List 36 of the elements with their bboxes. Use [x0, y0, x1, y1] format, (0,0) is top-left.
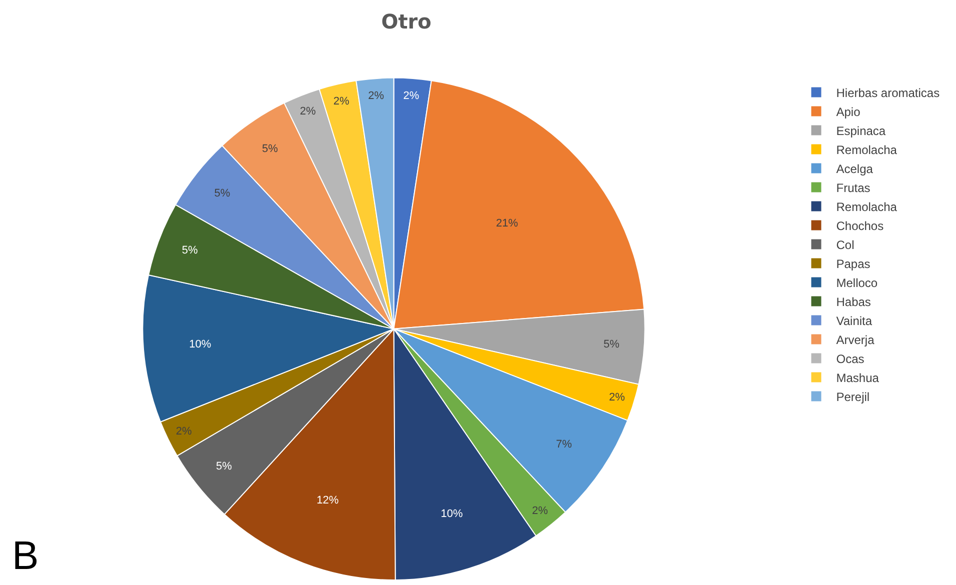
chart-title: Otro: [381, 10, 432, 34]
data-label: 12%: [316, 494, 339, 507]
legend-label: Col: [836, 238, 854, 252]
data-label: 2%: [403, 90, 420, 102]
legend-label: Mashua: [836, 370, 880, 385]
legend-label: Vainita: [836, 314, 872, 328]
data-label: 5%: [214, 188, 230, 200]
data-label: 2%: [608, 391, 626, 404]
text: B: [12, 534, 39, 578]
legend-label: Habas: [836, 294, 871, 309]
data-label: 5%: [262, 142, 278, 155]
legend-label: Perejil: [836, 390, 870, 404]
data-label: 2%: [532, 504, 548, 517]
legend-label: Melloco: [836, 276, 878, 290]
legend-label: Remolacha: [836, 200, 898, 214]
legend-label: Arverja: [836, 332, 875, 347]
legend-label: Apio: [836, 104, 861, 119]
data-label: 5%: [603, 338, 620, 351]
data-label: 2%: [333, 95, 350, 108]
data-label: 10%: [189, 338, 212, 351]
legend-label: Papas: [836, 256, 870, 271]
legend-label: Ocas: [836, 352, 864, 366]
data-label: 2%: [176, 425, 192, 438]
data-label: 21%: [496, 217, 518, 230]
data-label: 2%: [368, 90, 384, 102]
data-label: 2%: [300, 106, 316, 118]
legend-label: Remolacha: [836, 142, 898, 157]
data-label: 5%: [182, 244, 198, 257]
data-label: 10%: [440, 508, 464, 520]
legend-label: Espinaca: [836, 124, 886, 138]
legend-label: Hierbas aromaticas: [836, 86, 940, 100]
data-label: 7%: [556, 438, 572, 450]
legend-label: Acelga: [836, 162, 874, 176]
legend-label: Chochos: [836, 218, 884, 233]
legend-label: Frutas: [836, 180, 870, 195]
data-label: 5%: [216, 460, 232, 472]
